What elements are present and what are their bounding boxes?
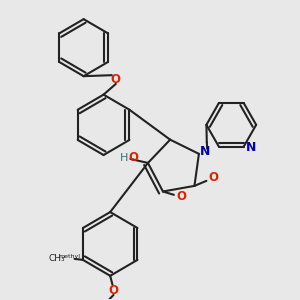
Text: methyl: methyl	[58, 254, 81, 259]
Text: CH₃: CH₃	[48, 254, 64, 263]
Text: O: O	[209, 171, 219, 184]
Text: N: N	[246, 141, 256, 154]
Text: O: O	[109, 284, 118, 297]
Text: H: H	[119, 153, 128, 163]
Text: O: O	[129, 152, 139, 164]
Text: O: O	[176, 190, 186, 203]
Text: N: N	[200, 145, 210, 158]
Text: O: O	[110, 73, 120, 86]
